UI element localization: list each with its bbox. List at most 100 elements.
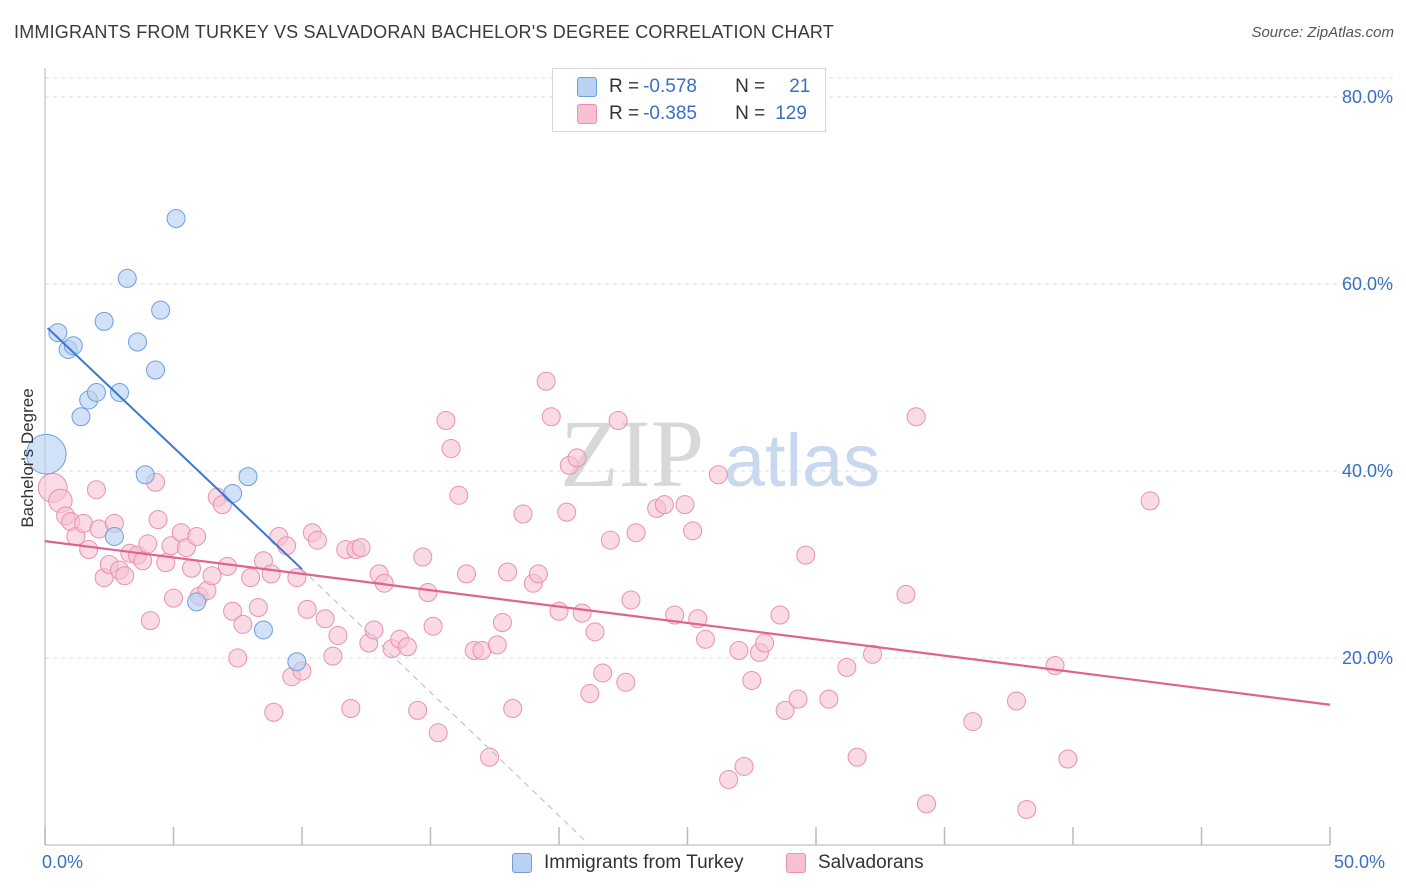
salvadorans-point bbox=[600, 530, 620, 550]
salvadorans-point bbox=[441, 439, 461, 459]
salvadorans-point bbox=[248, 598, 268, 618]
salvadorans-point bbox=[307, 530, 327, 550]
salvadorans-point bbox=[837, 657, 857, 677]
salvadorans-point bbox=[616, 672, 636, 692]
salvadorans-point bbox=[413, 547, 433, 567]
legend-row-salvadorans: R = -0.385 N = 129 bbox=[577, 101, 807, 127]
salvadorans-point bbox=[315, 609, 335, 629]
series-swatch-turkey bbox=[512, 853, 532, 873]
salvadorans-point bbox=[675, 495, 695, 515]
legend-r-value: -0.578 bbox=[643, 76, 697, 97]
salvadorans-point bbox=[567, 448, 587, 468]
salvadorans-point bbox=[264, 702, 284, 722]
salvadorans-point bbox=[1140, 491, 1160, 511]
turkey-point bbox=[146, 360, 166, 380]
salvadorans-point bbox=[498, 562, 518, 582]
salvadorans-point bbox=[138, 534, 158, 554]
salvadorans-point bbox=[408, 700, 428, 720]
salvadorans-point bbox=[418, 583, 438, 603]
legend-r-value: -0.385 bbox=[643, 103, 697, 124]
x-tick-label-max: 50.0% bbox=[1334, 852, 1386, 872]
salvadorans-point bbox=[847, 747, 867, 767]
turkey-point bbox=[135, 465, 155, 485]
salvadorans-point bbox=[181, 558, 201, 578]
legend-n-value: 129 bbox=[775, 103, 807, 124]
turkey-point bbox=[71, 407, 91, 427]
series-legend: Immigrants from Turkey Salvadorans bbox=[0, 852, 1406, 878]
salvadorans-point bbox=[963, 712, 983, 732]
salvadorans-point bbox=[503, 698, 523, 718]
turkey-point bbox=[104, 526, 124, 546]
salvadorans-point bbox=[788, 689, 808, 709]
salvadorans-point bbox=[917, 794, 937, 814]
salvadorans-point bbox=[436, 411, 456, 431]
salvadorans-point bbox=[1045, 655, 1065, 675]
turkey-point bbox=[48, 323, 68, 343]
salvadorans-point bbox=[1058, 749, 1078, 769]
salvadorans-point bbox=[1006, 691, 1026, 711]
salvadorans-point bbox=[456, 564, 476, 584]
turkey-point bbox=[63, 336, 83, 356]
salvadorans-point bbox=[428, 723, 448, 743]
salvadorans-point bbox=[775, 700, 795, 720]
turkey-point bbox=[110, 382, 130, 402]
salvadorans-point bbox=[164, 588, 183, 608]
salvadorans-point bbox=[906, 407, 926, 427]
salvadorans-point bbox=[351, 538, 371, 558]
salvadorans-point bbox=[755, 633, 775, 653]
stats-legend: R = -0.578 N = 21 R = -0.385 N = 129 bbox=[552, 68, 826, 132]
salvadorans-point bbox=[202, 566, 222, 586]
series-legend-turkey[interactable]: Immigrants from Turkey bbox=[512, 852, 744, 874]
watermark-atlas: atlas bbox=[724, 419, 880, 502]
turkey-point bbox=[94, 311, 114, 331]
salvadorans-point bbox=[695, 629, 715, 649]
y-tick-label: 20.0% bbox=[1342, 648, 1393, 668]
salvadorans-point bbox=[572, 603, 592, 623]
salvadorans-point bbox=[621, 590, 641, 610]
y-axis-label: Bachelor's Degree bbox=[18, 388, 37, 528]
salvadorans-point bbox=[708, 465, 728, 485]
salvadorans-point bbox=[217, 556, 237, 576]
salvadorans-point bbox=[683, 521, 703, 541]
salvadorans-point bbox=[770, 605, 790, 625]
salvadorans-point bbox=[480, 747, 500, 767]
y-tick-label: 80.0% bbox=[1342, 87, 1393, 107]
salvadorans-point bbox=[796, 545, 816, 565]
legend-swatch-salvadorans bbox=[577, 104, 597, 124]
salvadorans-point bbox=[79, 540, 99, 560]
series-legend-salvadorans[interactable]: Salvadorans bbox=[786, 852, 924, 874]
y-tick-label: 60.0% bbox=[1342, 274, 1393, 294]
turkey-point bbox=[253, 620, 273, 640]
salvadorans-point bbox=[665, 605, 685, 625]
salvadorans-point bbox=[233, 614, 253, 634]
x-tick-label-min: 0.0% bbox=[42, 852, 84, 872]
salvadorans-point bbox=[277, 536, 297, 556]
salvadorans-point bbox=[896, 584, 916, 604]
salvadorans-point bbox=[487, 635, 507, 655]
turkey-point bbox=[86, 382, 106, 402]
salvadorans-point bbox=[297, 599, 317, 619]
salvadorans-point bbox=[719, 770, 739, 790]
chart-title: IMMIGRANTS FROM TURKEY VS SALVADORAN BAC… bbox=[14, 22, 834, 42]
turkey-point bbox=[223, 483, 243, 503]
legend-n-label: N = bbox=[735, 76, 766, 97]
salvadorans-point bbox=[608, 411, 628, 431]
series-label-salvadorans: Salvadorans bbox=[818, 852, 924, 873]
turkey-point bbox=[238, 467, 258, 487]
salvadorans-point bbox=[557, 502, 577, 522]
salvadorans-point bbox=[241, 568, 261, 588]
turkey-point bbox=[117, 268, 137, 288]
salvadorans-point bbox=[742, 670, 762, 690]
turkey-point bbox=[287, 652, 307, 672]
salvadorans-point bbox=[593, 663, 613, 683]
salvadorans-point bbox=[328, 626, 348, 646]
trend-lines bbox=[44, 327, 1331, 841]
salvadorans-point bbox=[364, 620, 384, 640]
turkey-points bbox=[25, 209, 307, 672]
turkey-trend-line bbox=[46, 327, 303, 570]
legend-n-label: N = bbox=[735, 103, 766, 124]
salvadorans-point bbox=[148, 510, 168, 530]
salvadorans-point bbox=[626, 523, 646, 543]
watermark: ZIP atlas bbox=[560, 400, 880, 507]
